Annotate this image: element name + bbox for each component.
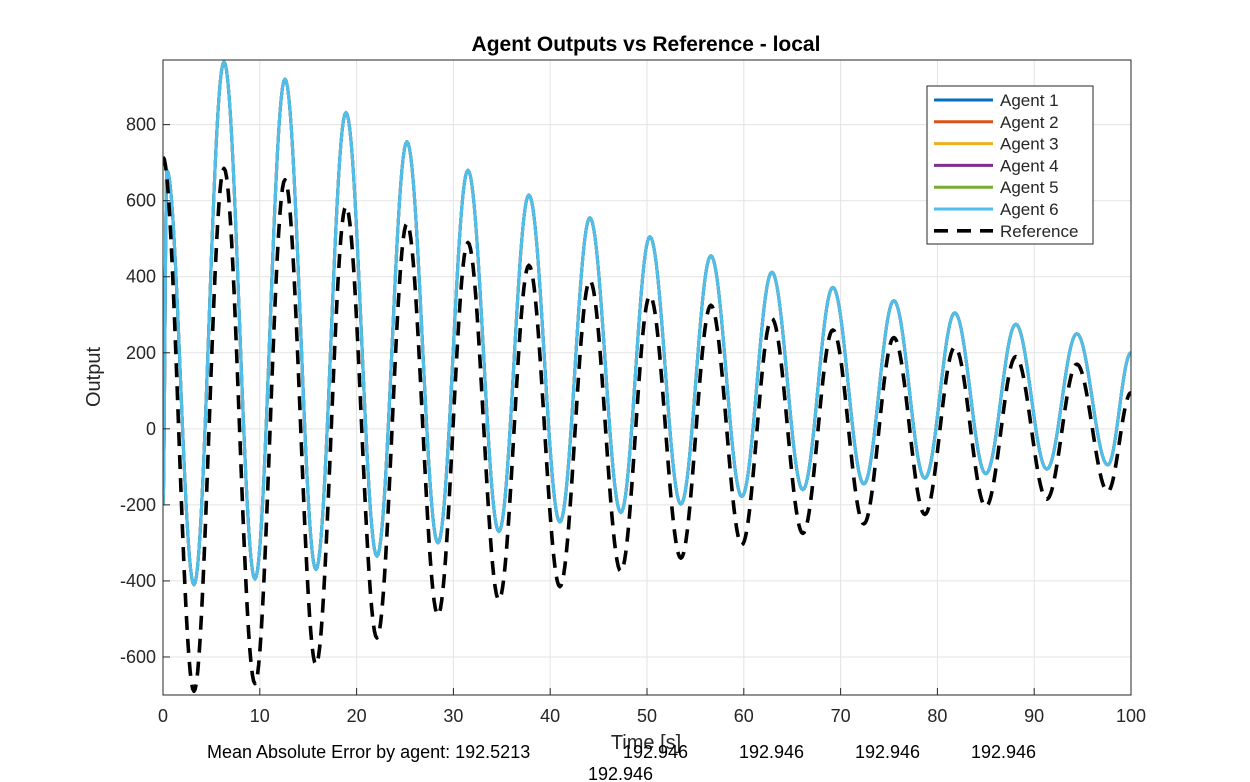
x-tick-label: 70: [831, 706, 851, 726]
legend-label: Agent 2: [1000, 113, 1059, 132]
footer-error-value-3: 192.946: [739, 742, 804, 762]
legend: Agent 1 Agent 2 Agent 3 Agent 4 Agent 5 Agent…: [926, 85, 1094, 245]
legend-label: Reference: [1000, 222, 1078, 241]
footer-error-value-2: 192.946: [623, 742, 688, 762]
footer-error-value-4: 192.946: [855, 742, 920, 762]
x-axis-label: Time [s]: [611, 732, 681, 754]
footer-error-value-5: 192.946: [971, 742, 1036, 762]
x-tick-label: 60: [734, 706, 754, 726]
legend-label: Agent 6: [1000, 200, 1059, 219]
series-layer: [163, 60, 1131, 693]
footer-error-value-6: 192.946: [588, 764, 653, 782]
y-tick-label: -600: [120, 647, 156, 667]
x-tick-label: 10: [250, 706, 270, 726]
y-tick-label: 200: [126, 343, 156, 363]
series-line-agent-6: [163, 60, 1131, 587]
footer-error-prefix: Mean Absolute Error by agent: 192.5213: [207, 742, 530, 762]
y-tick-label: 400: [126, 267, 156, 287]
x-tick-label: 100: [1116, 706, 1146, 726]
x-tick-label: 40: [540, 706, 560, 726]
y-tick-label: -200: [120, 495, 156, 515]
y-axis-label: Output: [83, 347, 105, 407]
y-tick-label: 0: [146, 419, 156, 439]
x-tick-label: 80: [927, 706, 947, 726]
x-tick-label: 90: [1024, 706, 1044, 726]
legend-label: Agent 4: [1000, 156, 1059, 175]
x-tick-label: 20: [347, 706, 367, 726]
y-tick-label: 600: [126, 191, 156, 211]
x-tick-label: 50: [637, 706, 657, 726]
y-tick-label: 800: [126, 115, 156, 135]
ticks: 0 10 20 30 40 50 60 70 80 90 100 -600 -400 -200 0 200 40…: [120, 115, 1146, 726]
series-line-reference: [163, 156, 1131, 693]
chart-title: Agent Outputs vs Reference - local: [472, 33, 821, 56]
legend-label: Agent 3: [1000, 135, 1059, 154]
x-tick-label: 30: [443, 706, 463, 726]
y-tick-label: -400: [120, 571, 156, 591]
legend-label: Agent 1: [1000, 91, 1059, 110]
legend-label: Agent 5: [1000, 178, 1059, 197]
x-tick-label: 0: [158, 706, 168, 726]
